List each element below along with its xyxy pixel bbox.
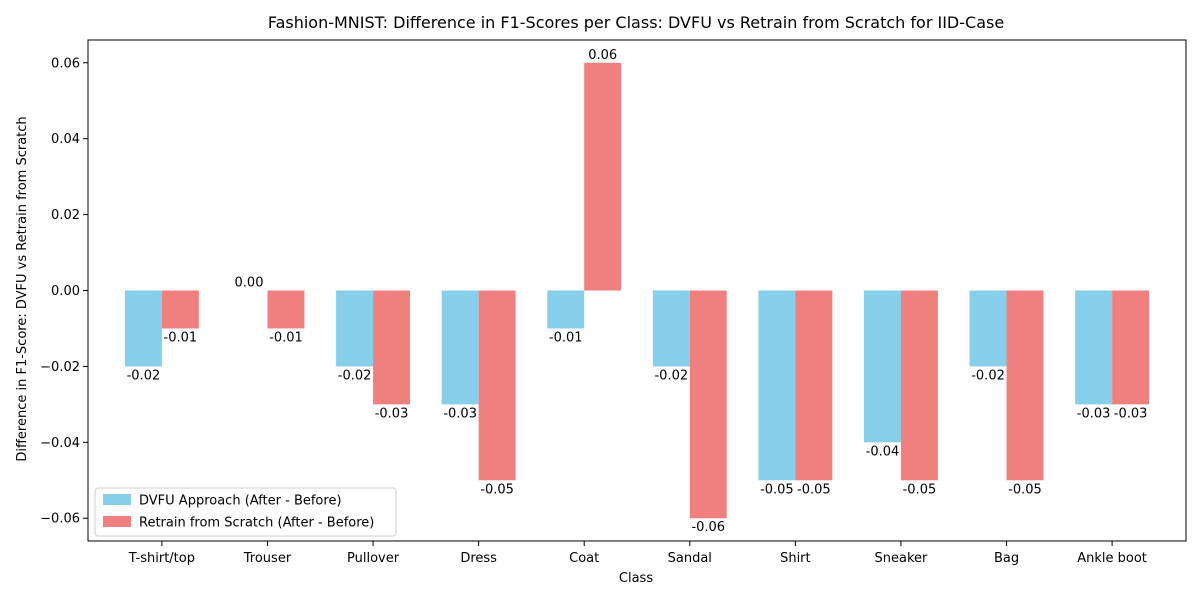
x-axis: T-shirt/top Trouser Pullover Dress Coat Sanda… <box>128 541 1147 566</box>
bar-dvfu-4 <box>547 290 585 329</box>
legend-swatch-dvfu <box>103 494 131 505</box>
bar-dvfu-3 <box>441 290 479 405</box>
data-label-retrain-6: -0.05 <box>797 482 831 497</box>
bar-dvfu-8 <box>969 290 1007 367</box>
y-tick-label: 0.04 <box>51 132 80 147</box>
data-label-retrain-1: -0.01 <box>269 330 303 345</box>
data-label-retrain-4: 0.06 <box>588 48 617 63</box>
y-tick-label: 0.02 <box>51 208 80 223</box>
data-label-dvfu-6: -0.05 <box>760 482 794 497</box>
x-tick-label: Trouser <box>243 551 292 566</box>
bar-retrain-6 <box>795 290 833 481</box>
y-axis-label: Difference in F1-Score: DVFU vs Retrain … <box>15 116 30 461</box>
bar-dvfu-7 <box>863 290 901 443</box>
x-tick-label: Shirt <box>780 551 811 566</box>
bar-dvfu-6 <box>758 290 796 481</box>
y-tick-label: −0.04 <box>40 436 80 451</box>
x-tick-label: Pullover <box>347 551 400 566</box>
chart-title: Fashion-MNIST: Difference in F1-Scores p… <box>268 13 1004 32</box>
legend: DVFU Approach (After - Before) Retrain fr… <box>94 487 397 537</box>
data-label-retrain-9: -0.03 <box>1114 406 1148 421</box>
data-label-retrain-2: -0.03 <box>375 406 409 421</box>
y-tick-label: −0.06 <box>40 512 80 527</box>
x-tick-label: Bag <box>994 551 1019 566</box>
bar-retrain-4 <box>584 62 622 291</box>
x-tick-label: Sandal <box>668 551 712 566</box>
y-axis: −0.06 −0.04 −0.02 0.00 0.02 0.04 0.06 <box>40 56 88 527</box>
data-label-dvfu-2: -0.02 <box>338 368 372 383</box>
x-tick-label: T-shirt/top <box>128 551 195 566</box>
legend-box <box>94 487 397 537</box>
legend-label-retrain: Retrain from Scratch (After - Before) <box>139 516 374 531</box>
y-tick-label: 0.06 <box>51 56 80 71</box>
y-tick-label: 0.00 <box>51 284 80 299</box>
bar-retrain-0 <box>161 290 199 329</box>
x-tick-label: Sneaker <box>875 551 929 566</box>
bar-retrain-8 <box>1006 290 1044 481</box>
plot-area: -0.02-0.010.00-0.01-0.02-0.03 -0.03-0.05-… <box>87 39 1187 542</box>
data-label-dvfu-3: -0.03 <box>443 406 477 421</box>
data-label-dvfu-5: -0.02 <box>654 368 688 383</box>
legend-swatch-retrain <box>103 516 131 527</box>
data-label-dvfu-4: -0.01 <box>549 330 583 345</box>
bar-retrain-7 <box>900 290 938 481</box>
bar-retrain-9 <box>1112 290 1150 405</box>
bar-retrain-5 <box>689 290 727 519</box>
bar-dvfu-0 <box>124 290 162 367</box>
data-label-retrain-7: -0.05 <box>903 482 937 497</box>
x-tick-label: Coat <box>569 551 599 566</box>
bar-dvfu-9 <box>1075 290 1113 405</box>
data-label-dvfu-0: -0.02 <box>127 368 161 383</box>
x-tick-label: Ankle boot <box>1077 551 1147 566</box>
data-label-retrain-0: -0.01 <box>164 330 198 345</box>
data-label-retrain-8: -0.05 <box>1008 482 1042 497</box>
bar-dvfu-5 <box>652 290 690 367</box>
bar-retrain-3 <box>478 290 516 481</box>
bar-dvfu-2 <box>336 290 374 367</box>
bar-retrain-1 <box>267 290 305 329</box>
data-label-retrain-5: -0.06 <box>691 520 725 535</box>
data-label-dvfu-1: 0.00 <box>235 276 264 291</box>
legend-label-dvfu: DVFU Approach (After - Before) <box>139 494 342 509</box>
bar-retrain-2 <box>373 290 411 405</box>
x-tick-label: Dress <box>460 551 497 566</box>
data-label-dvfu-7: -0.04 <box>866 444 900 459</box>
y-tick-label: −0.02 <box>40 360 80 375</box>
data-label-retrain-3: -0.05 <box>480 482 514 497</box>
data-label-dvfu-8: -0.02 <box>971 368 1005 383</box>
x-axis-label: Class <box>619 571 653 586</box>
data-label-dvfu-9: -0.03 <box>1077 406 1111 421</box>
